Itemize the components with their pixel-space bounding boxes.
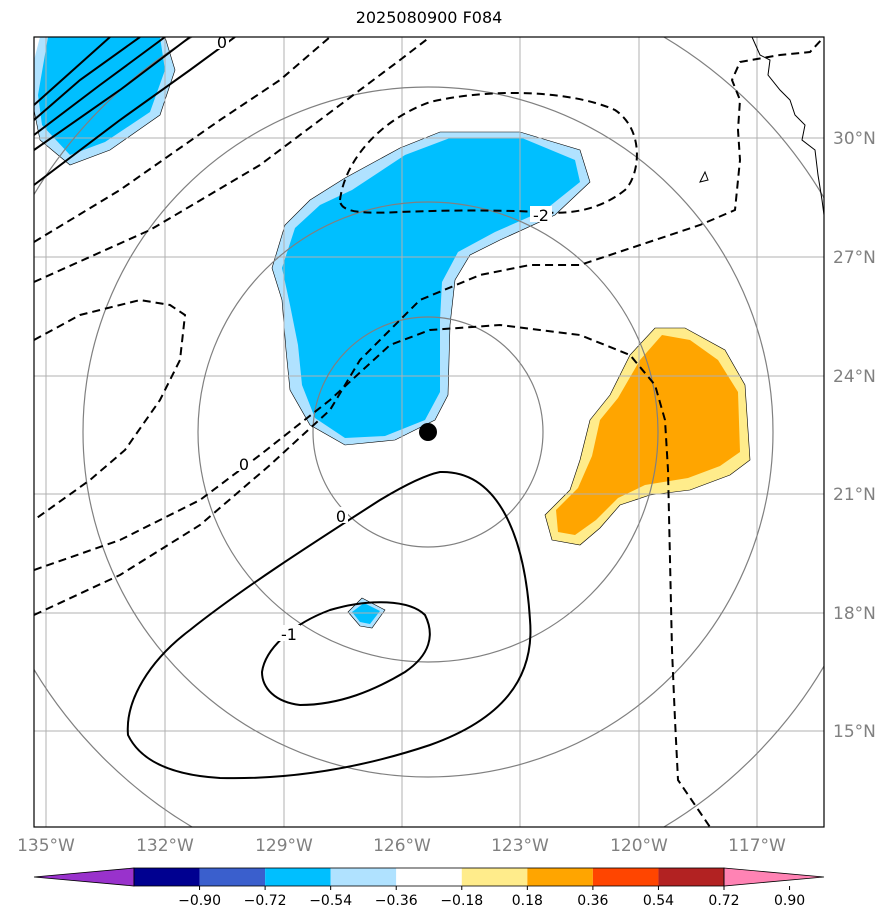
lat-labels: 30°N 27°N 24°N 21°N 18°N 15°N (833, 129, 876, 742)
colorbar-tick-label: 0.18 (512, 893, 543, 909)
negative-shading-central (271, 131, 591, 446)
colorbar-segment (527, 868, 593, 886)
negative-contours (34, 37, 824, 827)
lon-label: 132°W (136, 836, 194, 856)
colorbar-extend-high (723, 867, 825, 887)
colorbar-segment (658, 868, 724, 886)
lat-label: 24°N (833, 367, 876, 387)
colorbar-frame (133, 867, 725, 887)
map-title: 2025080900 F084 (355, 8, 503, 27)
lon-label: 117°W (728, 836, 786, 856)
lat-label: 27°N (833, 248, 876, 268)
contour-label: 0 (336, 507, 346, 526)
colorbar-segment (461, 868, 528, 886)
contour-label: -2 (533, 206, 549, 225)
colorbar-tick-label: 0.36 (577, 893, 608, 909)
map-frame (33, 36, 825, 828)
lon-label: 120°W (610, 836, 668, 856)
colorbar-segment (134, 868, 200, 886)
colorbar-segment (396, 868, 462, 886)
coastline (751, 37, 824, 216)
contour-label: -1 (281, 625, 297, 644)
colorbar-tick-label: −0.36 (375, 893, 418, 909)
colorbar-tick-label: −0.90 (178, 893, 221, 909)
lon-gridlines (45, 37, 758, 827)
lon-label: 135°W (17, 836, 75, 856)
lat-gridlines (34, 137, 824, 732)
range-rings (34, 37, 824, 827)
colorbar: −0.90 −0.72 −0.54 −0.36 −0.18 0.18 0.36 0.54 0.7… (33, 867, 825, 909)
contour-label: 0 (217, 33, 227, 52)
lon-label: 126°W (373, 836, 431, 856)
colorbar-tick-label: 0.72 (708, 893, 739, 909)
lat-label: 21°N (833, 485, 876, 505)
colorbar-segment (330, 868, 397, 886)
coastline-small (699, 170, 709, 183)
lon-labels: 135°W 132°W 129°W 126°W 123°W 120°W 117°… (17, 836, 786, 856)
lat-label: 30°N (833, 129, 876, 149)
lat-label: 15°N (833, 722, 876, 742)
colorbar-segment (265, 868, 331, 886)
colorbar-segment (199, 868, 266, 886)
colorbar-tick-label: 0.90 (774, 893, 805, 909)
positive-contours (34, 37, 532, 780)
map-area: 0 0 0 -1 -2 (34, 33, 824, 827)
colorbar-segment (592, 868, 659, 886)
colorbar-ticks: −0.90 −0.72 −0.54 −0.36 −0.18 0.18 0.36 0.54 0.7… (178, 886, 805, 909)
positive-shading-east (544, 327, 751, 546)
colorbar-extend-low (33, 867, 135, 887)
colorbar-tick-label: −0.54 (309, 893, 352, 909)
lon-label: 123°W (491, 836, 549, 856)
colorbar-tick-label: −0.72 (244, 893, 287, 909)
colorbar-tick-label: 0.54 (643, 893, 674, 909)
colorbar-tick-label: −0.18 (440, 893, 483, 909)
contour-label-group: 0 0 0 -1 -2 (215, 33, 552, 644)
contour-label: 0 (239, 455, 249, 474)
colorbar-segments (33, 867, 825, 887)
lat-label: 18°N (833, 604, 876, 624)
lon-label: 129°W (255, 836, 313, 856)
storm-center-marker (419, 423, 437, 441)
